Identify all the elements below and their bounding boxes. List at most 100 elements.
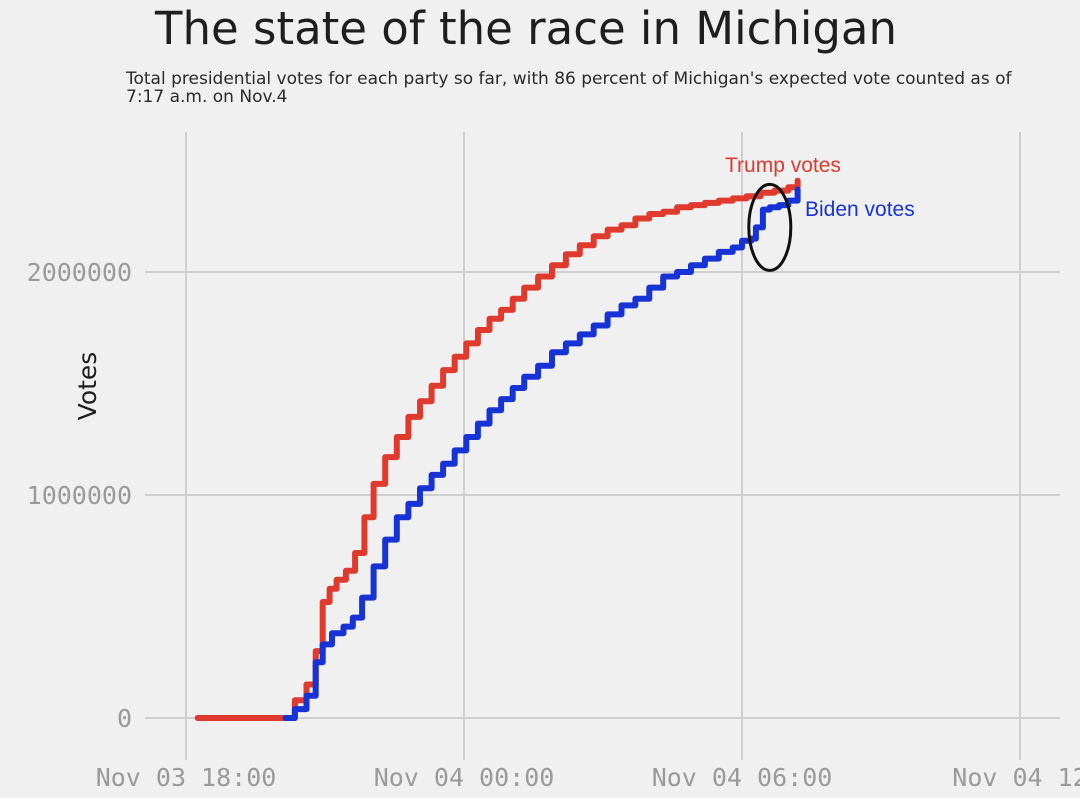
data-point-trump-votes: [605, 227, 610, 232]
data-point-biden-votes: [341, 624, 346, 629]
data-point-biden-votes: [394, 515, 400, 520]
x-tick-label: Nov 03 18:00: [96, 763, 277, 792]
data-point-biden-votes: [619, 303, 624, 308]
data-point-biden-votes: [535, 363, 541, 368]
y-axis-label: Votes: [73, 352, 102, 421]
data-point-trump-votes: [195, 715, 200, 721]
data-point-biden-votes: [760, 207, 766, 212]
data-point-biden-votes: [283, 715, 288, 721]
data-point-trump-votes: [702, 200, 708, 206]
data-point-biden-votes: [522, 374, 527, 380]
data-point-trump-votes: [772, 188, 777, 193]
data-point-trump-votes: [510, 296, 515, 301]
data-point-trump-votes: [292, 697, 298, 703]
data-point-biden-votes: [320, 642, 325, 647]
data-point-trump-votes: [688, 202, 694, 208]
data-point-trump-votes: [417, 399, 423, 404]
trump-series-label: Trump votes: [725, 154, 841, 177]
data-point-trump-votes: [577, 243, 583, 248]
data-point-biden-votes: [510, 385, 515, 391]
data-point-biden-votes: [688, 263, 694, 268]
data-point-trump-votes: [498, 307, 504, 313]
data-point-biden-votes: [487, 408, 492, 413]
data-point-biden-votes: [716, 249, 722, 255]
data-point-trump-votes: [487, 316, 492, 322]
data-point-trump-votes: [352, 550, 358, 556]
data-point-trump-votes: [334, 577, 339, 582]
data-point-trump-votes: [716, 198, 722, 203]
data-point-biden-votes: [304, 693, 309, 698]
highlight-ellipse: [747, 182, 793, 272]
data-point-trump-votes: [320, 599, 325, 605]
data-point-trump-votes: [313, 648, 318, 654]
data-point-trump-votes: [674, 205, 680, 210]
data-point-biden-votes: [417, 486, 423, 491]
data-point-biden-votes: [498, 396, 504, 402]
biden-series-label: Biden votes: [805, 198, 915, 221]
chart-subtitle: Total presidential votes for each party …: [126, 69, 1012, 107]
data-point-biden-votes: [549, 350, 555, 355]
data-point-trump-votes: [327, 586, 332, 591]
data-point-biden-votes: [674, 269, 680, 275]
data-point-trump-votes: [619, 222, 624, 228]
data-point-trump-votes: [661, 209, 666, 214]
data-point-biden-votes: [647, 285, 652, 290]
data-point-biden-votes: [633, 296, 638, 301]
data-point-trump-votes: [647, 211, 652, 217]
data-point-trump-votes: [535, 274, 541, 279]
data-point-trump-votes: [522, 285, 527, 290]
data-point-biden-votes: [563, 341, 569, 346]
data-point-trump-votes: [362, 515, 367, 520]
chart-title: The state of the race in Michigan: [155, 2, 898, 55]
data-point-trump-votes: [304, 682, 309, 687]
data-point-trump-votes: [730, 196, 735, 201]
data-point-biden-votes: [605, 312, 610, 317]
series-line-biden-votes: [282, 186, 801, 721]
y-tick-label: 0: [117, 704, 132, 733]
data-point-trump-votes: [795, 178, 800, 183]
x-tick-label: Nov 04 00:00: [374, 763, 555, 792]
data-point-trump-votes: [343, 568, 349, 574]
data-point-trump-votes: [563, 251, 569, 257]
data-point-trump-votes: [786, 185, 791, 190]
data-point-biden-votes: [313, 660, 318, 665]
data-point-trump-votes: [429, 383, 434, 388]
data-point-biden-votes: [661, 274, 666, 279]
data-point-biden-votes: [591, 323, 596, 328]
x-tick-label: Nov 04 06:00: [652, 763, 833, 792]
data-point-trump-votes: [744, 193, 749, 199]
data-point-trump-votes: [633, 216, 638, 221]
data-point-biden-votes: [776, 202, 782, 208]
data-point-biden-votes: [452, 448, 457, 453]
data-point-biden-votes: [292, 706, 298, 712]
data-point-biden-votes: [359, 595, 365, 600]
data-point-trump-votes: [406, 414, 411, 420]
data-point-biden-votes: [406, 501, 411, 507]
data-point-biden-votes: [464, 434, 469, 440]
data-point-trump-votes: [464, 341, 469, 346]
data-point-biden-votes: [730, 245, 735, 250]
data-point-biden-votes: [702, 256, 708, 261]
data-point-biden-votes: [767, 205, 772, 210]
data-point-biden-votes: [383, 537, 388, 542]
data-point-trump-votes: [452, 354, 457, 359]
y-tick-label: 2000000: [27, 258, 132, 287]
data-point-trump-votes: [475, 327, 481, 333]
data-point-biden-votes: [350, 615, 355, 620]
data-point-trump-votes: [371, 481, 376, 487]
data-point-trump-votes: [394, 434, 400, 440]
data-point-biden-votes: [440, 461, 446, 466]
data-point-trump-votes: [591, 234, 596, 239]
data-point-biden-votes: [475, 421, 481, 426]
data-point-biden-votes: [577, 332, 583, 337]
data-point-biden-votes: [739, 238, 745, 243]
data-point-biden-votes: [795, 187, 800, 192]
data-point-trump-votes: [383, 454, 388, 460]
data-point-trump-votes: [440, 367, 446, 373]
data-point-biden-votes: [371, 564, 376, 569]
data-point-biden-votes: [329, 631, 335, 636]
x-tick-label: Nov 04 12: [952, 763, 1080, 792]
data-point-trump-votes: [549, 263, 555, 268]
data-point-biden-votes: [429, 472, 434, 478]
